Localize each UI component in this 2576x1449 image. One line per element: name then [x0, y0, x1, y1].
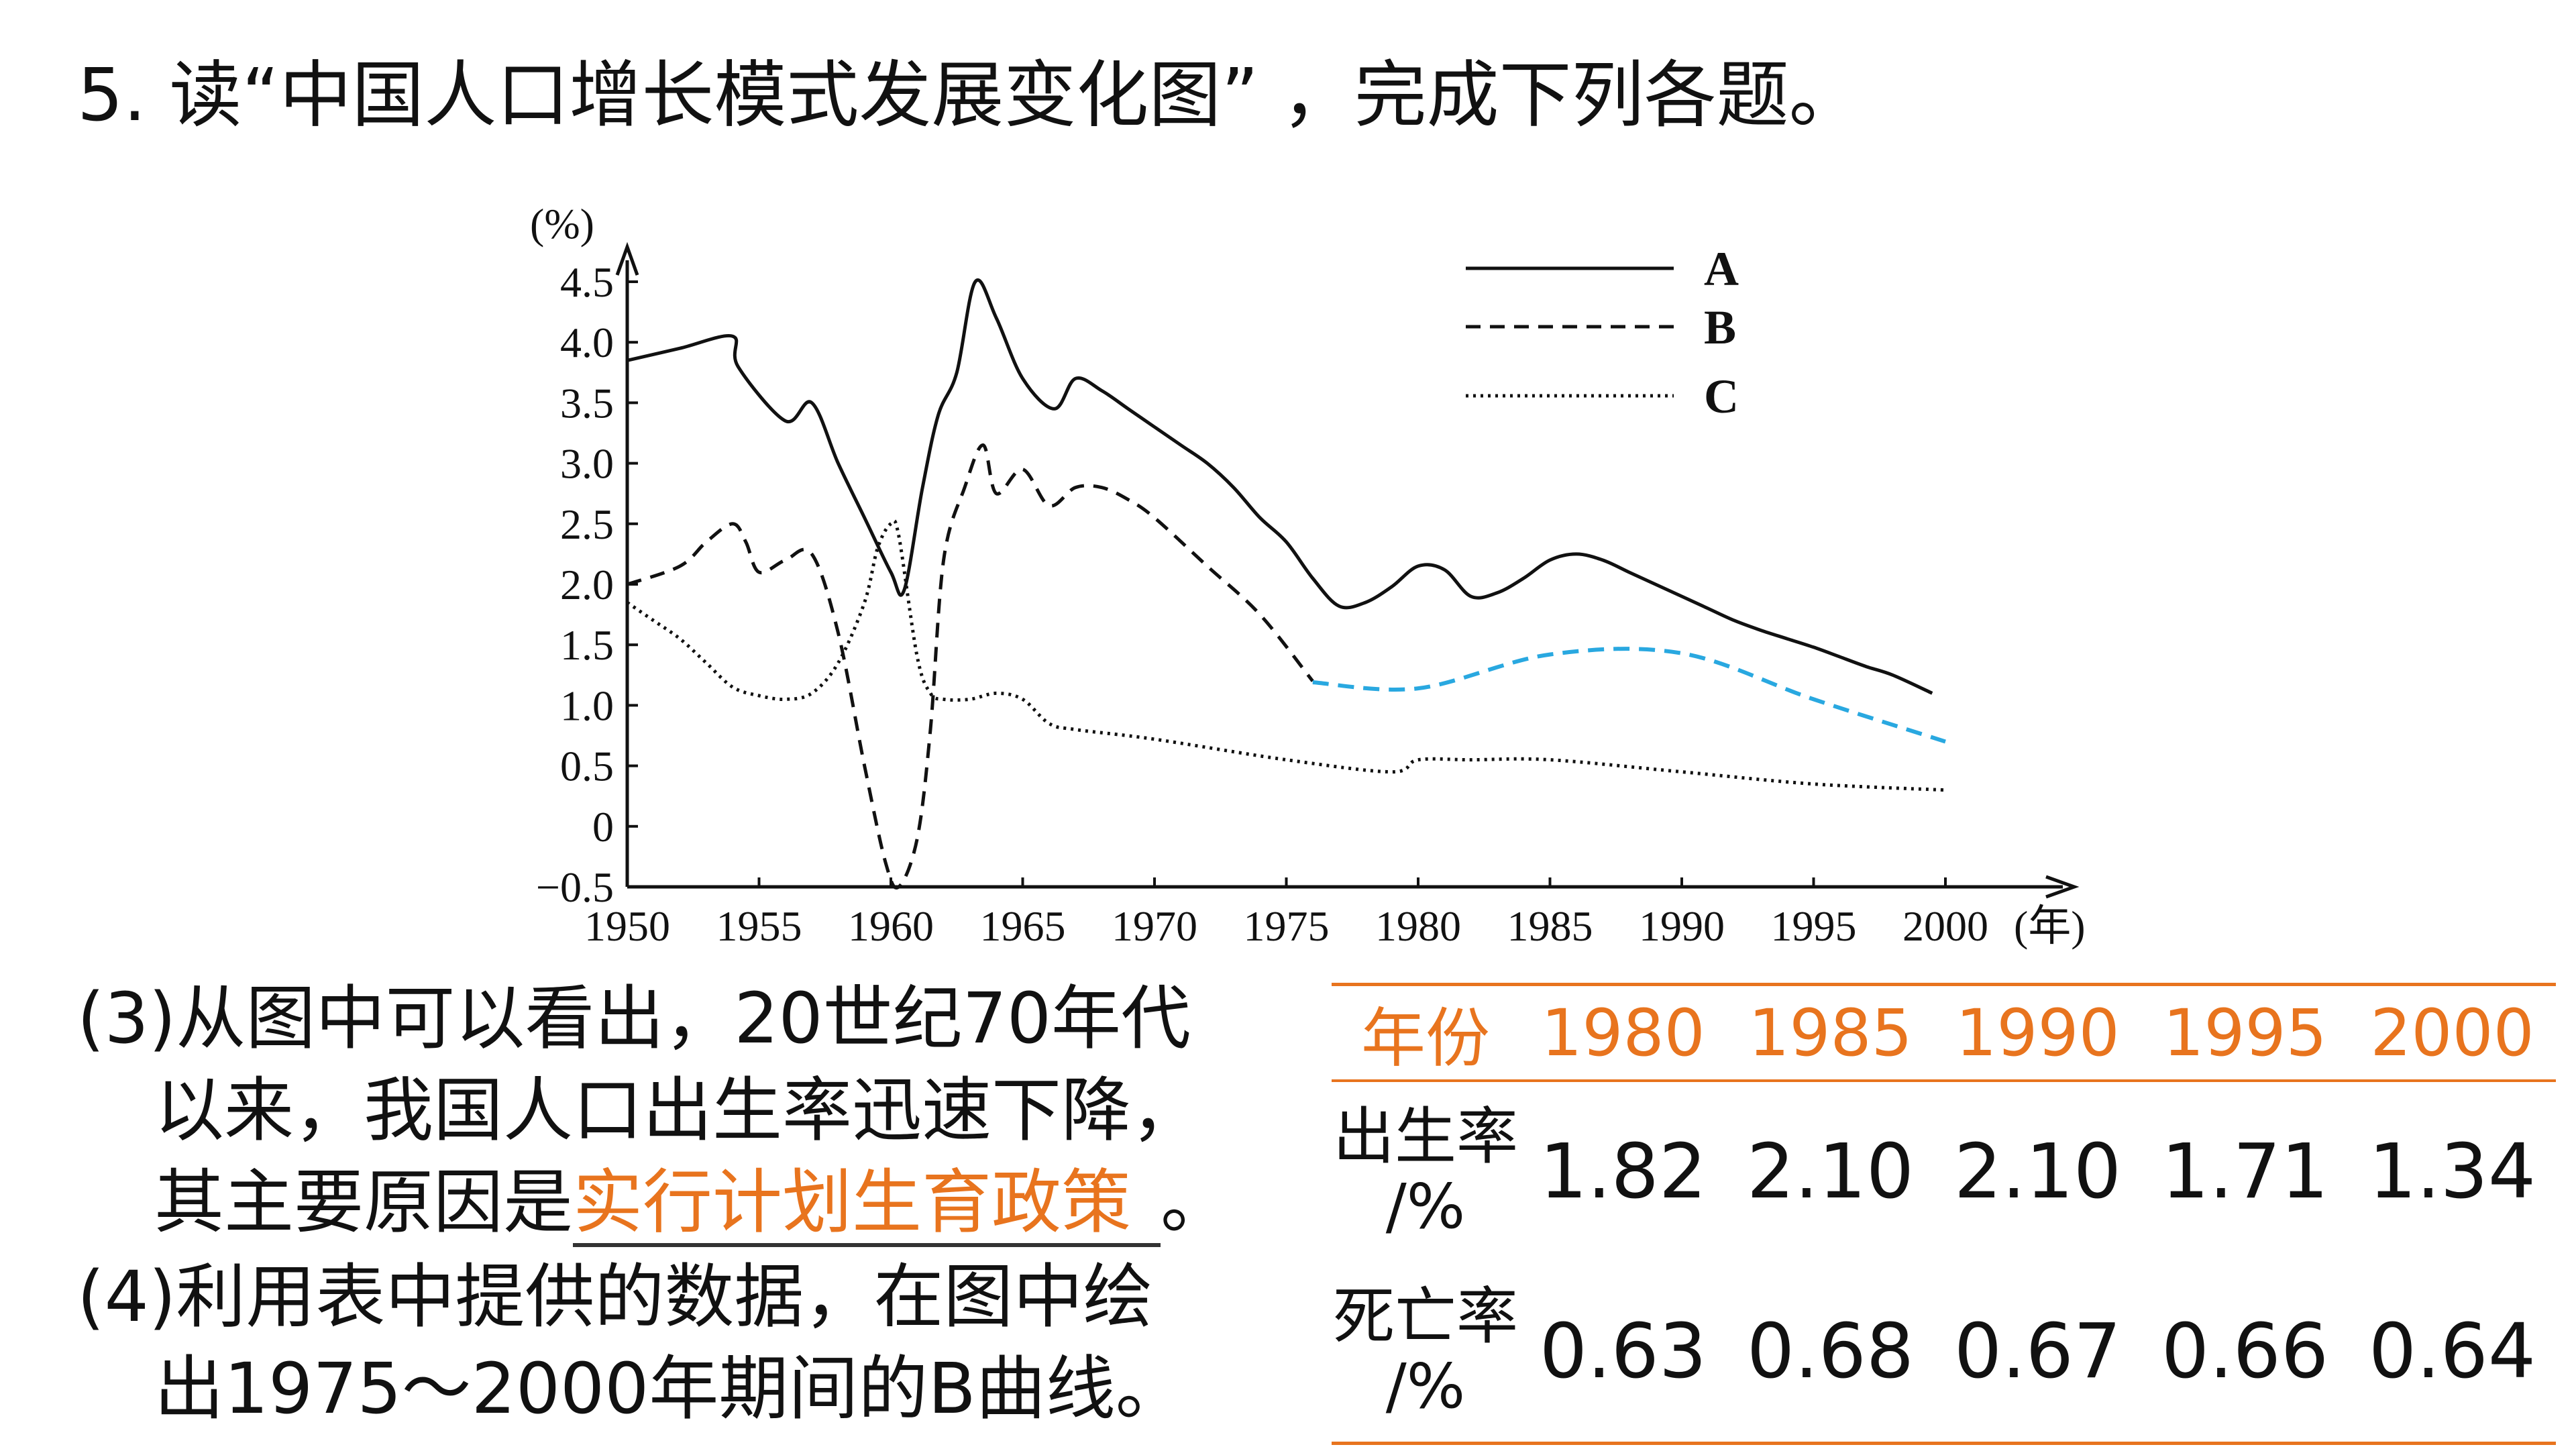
row-label-line-2: /% [1385, 1350, 1466, 1422]
table-cell: 1.71 [2161, 1128, 2329, 1216]
table-header-cell: 1990 [1934, 984, 2141, 1082]
x-tick-label: 2000 [1902, 902, 1988, 950]
y-tick-label: 1.5 [560, 621, 614, 669]
y-tick-label: 3.5 [560, 379, 614, 427]
table-cell: 2.10 [1953, 1128, 2122, 1216]
series-line-b-drawn [1312, 647, 1946, 744]
y-tick-label: 2.0 [560, 561, 614, 608]
y-axis-arrow [615, 241, 639, 276]
q3-line-3-suffix: 。 [1161, 1161, 1231, 1243]
series-line-c [626, 519, 1946, 792]
q3-line-3: 其主要原因是实行计划生育政策。 [77, 1157, 1230, 1248]
x-tick-label: 1985 [1507, 902, 1593, 950]
x-axis-arrow [2045, 875, 2080, 899]
x-axis-unit-label: (年) [2014, 902, 2086, 950]
table-row-birth-rate: 出生率 /% 1.82 2.10 2.10 1.71 1.34 [1332, 1081, 2556, 1262]
table-header-cell: 1980 [1519, 984, 1727, 1082]
chart-legend: ABC [1466, 242, 1739, 423]
y-axis-unit-label: (%) [530, 200, 594, 248]
x-tick-label: 1980 [1375, 902, 1461, 950]
table-row-death-rate: 死亡率 /% 0.63 0.68 0.67 0.66 0.64 [1332, 1262, 2556, 1444]
row-label: 死亡率 /% [1332, 1262, 1519, 1444]
table-header-row: 年份 1980 1985 1990 1995 2000 [1332, 984, 2556, 1082]
y-tick-label: 0.5 [560, 743, 614, 790]
y-tick-label: 0 [592, 803, 614, 851]
y-axis: (%) [530, 200, 639, 887]
y-ticks: 4.5 4.0 3.5 3.0 2.5 2.0 1.5 1.0 0.5 0 −0.5 [536, 258, 638, 911]
legend-label-a: A [1704, 242, 1739, 296]
question-3: (3)从图中可以看出，20世纪70年代 以来，我国人口出生率迅速下降， 其主要原… [77, 973, 1230, 1248]
question-4: (4)利用表中提供的数据，在图中绘 出1975～2000年期间的B曲线。 [77, 1251, 1185, 1435]
table-header-cell: 2000 [2349, 984, 2556, 1082]
x-ticks: 1950 1955 1960 1965 1970 1975 1980 1985 1990 1995… [584, 877, 1988, 950]
table-cell: 0.64 [2368, 1308, 2536, 1395]
x-tick-label: 1975 [1244, 902, 1330, 950]
table-cell: 0.66 [2161, 1308, 2329, 1395]
q3-answer-blank: 实行计划生育政策 [573, 1161, 1161, 1247]
q3-line-3-prefix: 其主要原因是 [154, 1161, 574, 1243]
x-tick-label: 1960 [848, 902, 934, 950]
q4-line-1: (4)利用表中提供的数据，在图中绘 [77, 1256, 1153, 1338]
legend-label-c: C [1704, 370, 1739, 423]
table-cell: 0.63 [1539, 1308, 1707, 1395]
series-line-b [627, 443, 1314, 890]
table-cell: 0.67 [1953, 1308, 2122, 1395]
q3-line-1: (3)从图中可以看出，20世纪70年代 [77, 977, 1191, 1059]
table-cell: 0.68 [1746, 1308, 1915, 1395]
y-tick-label: 1.0 [560, 682, 614, 729]
row-label-line-1: 死亡率 [1332, 1281, 1518, 1352]
y-tick-label: 4.5 [560, 258, 614, 306]
x-tick-label: 1990 [1639, 902, 1725, 950]
row-label-line-2: /% [1385, 1171, 1466, 1242]
x-axis: (年) [627, 875, 2086, 950]
series-line-a [627, 278, 1933, 695]
table-header-cell: 1985 [1727, 984, 1934, 1082]
x-tick-label: 1965 [980, 902, 1066, 950]
table-cell: 2.10 [1746, 1128, 1915, 1216]
y-tick-label: 4.0 [560, 319, 614, 366]
y-tick-label: −0.5 [536, 863, 614, 911]
table-header-cell: 年份 [1332, 984, 1519, 1082]
x-tick-label: 1995 [1771, 902, 1857, 950]
table-header-cell: 1995 [2141, 984, 2349, 1082]
q4-line-2: 出1975～2000年期间的B曲线。 [154, 1348, 1185, 1430]
table-cell: 1.82 [1539, 1128, 1707, 1216]
question-title: 5. 读“中国人口增长模式发展变化图” ，完成下列各题。 [77, 54, 1862, 138]
x-tick-label: 1950 [584, 902, 670, 950]
series-lines [626, 278, 1946, 890]
y-tick-label: 3.0 [560, 440, 614, 488]
row-label-line-1: 出生率 [1332, 1101, 1518, 1173]
data-table: 年份 1980 1985 1990 1995 2000 出生率 /% 1.82 … [1332, 983, 2556, 1445]
row-label: 出生率 /% [1332, 1081, 1519, 1262]
y-tick-label: 2.5 [560, 500, 614, 548]
x-tick-label: 1955 [716, 902, 802, 950]
table-cell: 1.34 [2368, 1128, 2536, 1216]
legend-label-b: B [1704, 301, 1736, 354]
x-tick-label: 1970 [1112, 902, 1197, 950]
q3-line-2: 以来，我国人口出生率迅速下降， [154, 1069, 1201, 1151]
